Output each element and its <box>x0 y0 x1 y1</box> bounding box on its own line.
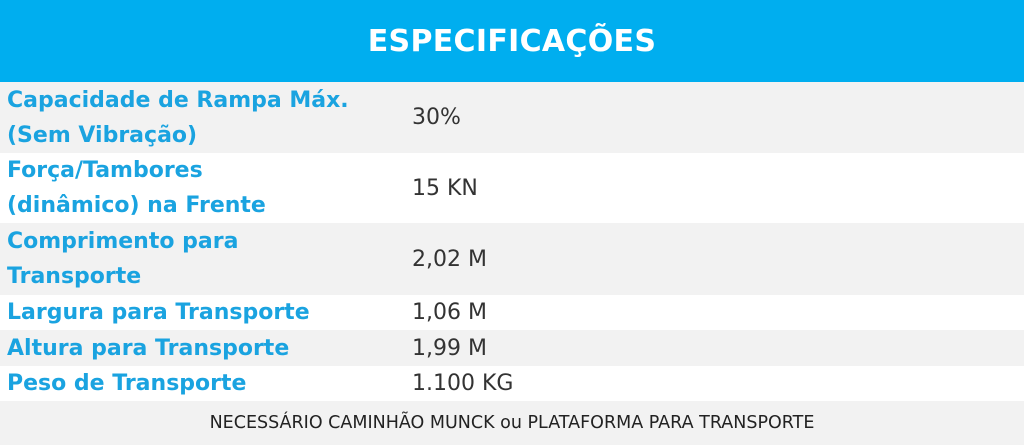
spec-value: 1.100 KG <box>412 371 514 396</box>
table-header: ESPECIFICAÇÕES <box>0 0 1024 82</box>
table-row: Força/Tambores (dinâmico) na Frente 15 K… <box>0 153 1024 223</box>
spec-value: 30% <box>412 105 461 130</box>
table-row: Altura para Transporte 1,99 M <box>0 330 1024 366</box>
spec-value: 15 KN <box>412 175 478 201</box>
spec-value: 2,02 M <box>412 246 487 272</box>
table-row: Peso de Transporte 1.100 KG <box>0 366 1024 401</box>
spec-value: 1,99 M <box>412 335 487 361</box>
spec-label: Largura para Transporte <box>7 300 310 325</box>
table-row: Capacidade de Rampa Máx. (Sem Vibração) … <box>0 82 1024 153</box>
spec-label: Comprimento para Transporte <box>7 229 239 289</box>
spec-value: 1,06 M <box>412 300 487 325</box>
spec-label: Força/Tambores (dinâmico) na Frente <box>7 158 266 218</box>
table-title: ESPECIFICAÇÕES <box>367 23 657 59</box>
footer-note-text: NECESSÁRIO CAMINHÃO MUNCK ou PLATAFORMA … <box>209 413 815 433</box>
spec-label: Altura para Transporte <box>7 335 290 361</box>
spec-label: Peso de Transporte <box>7 371 247 396</box>
table-row: Comprimento para Transporte 2,02 M <box>0 223 1024 295</box>
table-row: Largura para Transporte 1,06 M <box>0 295 1024 330</box>
spec-label: Capacidade de Rampa Máx. (Sem Vibração) <box>7 87 349 148</box>
table-footer-note: NECESSÁRIO CAMINHÃO MUNCK ou PLATAFORMA … <box>0 401 1024 445</box>
